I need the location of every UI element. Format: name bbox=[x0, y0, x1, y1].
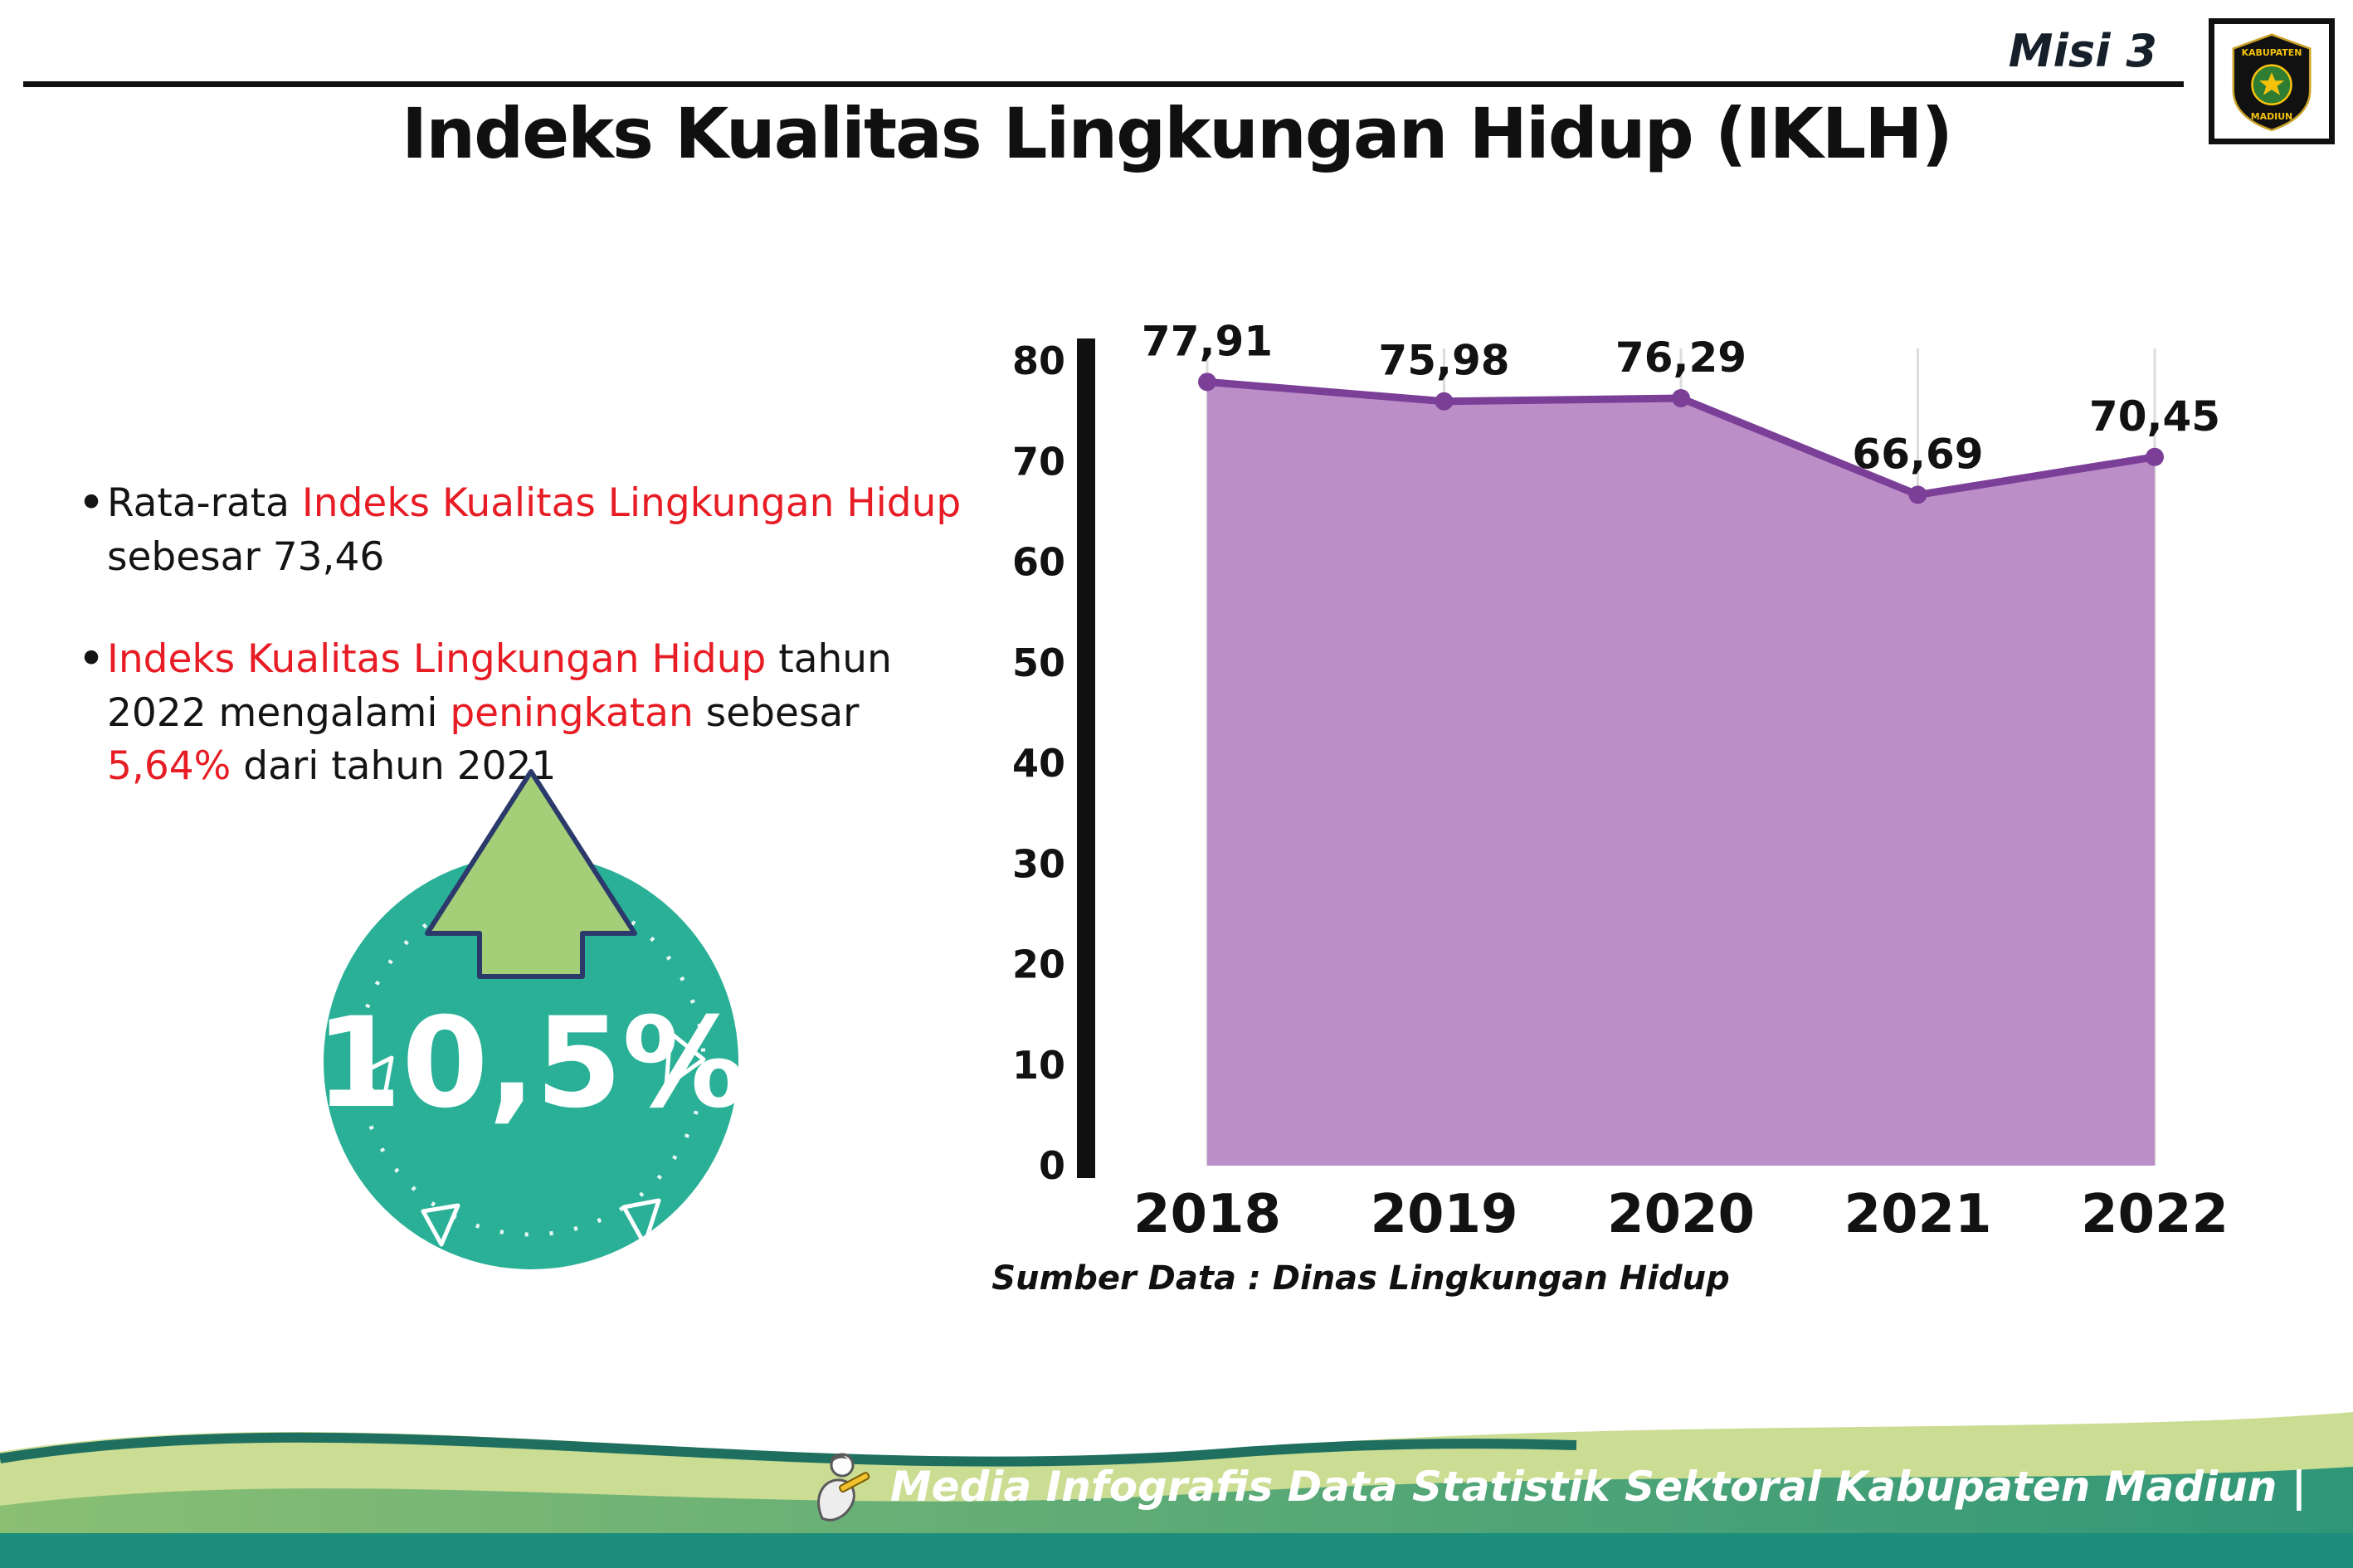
y-tick-label: 30 bbox=[1012, 841, 1065, 886]
data-point bbox=[1672, 388, 1690, 407]
badge-circle bbox=[324, 855, 738, 1269]
misi-label: Misi 3 bbox=[2008, 25, 2157, 77]
up-arrow-icon bbox=[425, 769, 637, 979]
mascot-hair bbox=[830, 1454, 848, 1464]
pencil-icon bbox=[838, 1472, 870, 1493]
text-segment: Rata-rata bbox=[107, 480, 302, 526]
y-tick-label: 40 bbox=[1012, 741, 1065, 786]
area-fill bbox=[1207, 382, 2155, 1166]
footer-credit-row: Media Infografis Data Statistik Sektoral… bbox=[792, 1445, 2307, 1528]
key-points: • Rata-rata Indeks Kualitas Lingkungan H… bbox=[79, 477, 975, 842]
bullet-dot: • bbox=[79, 480, 105, 526]
data-label: 75,98 bbox=[1378, 337, 1509, 385]
y-tick-label: 70 bbox=[1012, 439, 1065, 484]
text-segment-red: Indeks Kualitas Lingkungan Hidup bbox=[301, 480, 962, 526]
bullet-text: Indeks Kualitas Lingkungan Hidup tahun 2… bbox=[107, 633, 975, 795]
triangle-icon bbox=[664, 1030, 706, 1088]
text-segment-red: Indeks Kualitas Lingkungan Hidup bbox=[107, 635, 767, 682]
y-tick-label: 50 bbox=[1012, 640, 1065, 685]
data-point bbox=[1435, 392, 1454, 411]
triangle-icon bbox=[356, 1055, 394, 1106]
data-point bbox=[2146, 447, 2164, 466]
logo-bottom-text: MADIUN bbox=[2251, 111, 2292, 122]
y-tick-label: 20 bbox=[1012, 942, 1065, 987]
x-tick-label: 2019 bbox=[1370, 1184, 1518, 1245]
text-segment: tahun 2022 mengalami bbox=[107, 635, 892, 736]
wave-dark-teal-line bbox=[0, 1432, 1577, 1467]
y-tick-label: 80 bbox=[1012, 338, 1065, 383]
footer-strip bbox=[0, 1533, 2353, 1568]
data-label: 77,91 bbox=[1142, 317, 1273, 365]
text-segment: dari tahun 2021 bbox=[231, 743, 557, 790]
footer-credit: Media Infografis Data Statistik Sektoral… bbox=[889, 1463, 2307, 1511]
page-title: Indeks Kualitas Lingkungan Hidup (IKLH) bbox=[402, 93, 1953, 174]
data-label: 76,29 bbox=[1615, 334, 1746, 382]
footer-waves bbox=[0, 1412, 2353, 1568]
triangle-icon bbox=[421, 1203, 460, 1247]
x-tick-label: 2018 bbox=[1133, 1184, 1281, 1245]
y-tick-label: 0 bbox=[1039, 1143, 1065, 1188]
badge-value: 10,5% bbox=[315, 991, 747, 1136]
source-note: Sumber Data : Dinas Lingkungan Hidup bbox=[991, 1259, 1730, 1298]
increase-badge-graphic: 10,5% bbox=[315, 769, 747, 1269]
data-point bbox=[1198, 373, 1216, 392]
mascot-icon bbox=[817, 1453, 870, 1522]
bullet-increase-2022: • Indeks Kualitas Lingkungan Hidup tahun… bbox=[79, 633, 975, 795]
x-tick-label: 2022 bbox=[2081, 1184, 2229, 1245]
footer: Media Infografis Data Statistik Sektoral… bbox=[0, 1369, 2353, 1568]
logo-crest: KABUPATEN MADIUN bbox=[2232, 33, 2312, 132]
y-tick-label: 10 bbox=[1012, 1043, 1065, 1088]
logo-top-text: KABUPATEN bbox=[2242, 47, 2302, 58]
y-axis bbox=[1077, 338, 1095, 1178]
kabupaten-madiun-logo: KABUPATEN MADIUN bbox=[2209, 18, 2335, 144]
text-segment: sebesar 73,46 bbox=[107, 533, 385, 580]
data-label: 70,45 bbox=[2089, 392, 2220, 441]
triangle-icon bbox=[621, 1198, 661, 1247]
increase-badge: 10,5% bbox=[299, 759, 763, 1290]
iklh-area-chart: 0 10 20 30 40 50 60 70 80 77,91 2018 75,98 2019 76,29… bbox=[1012, 317, 2229, 1245]
x-tick-label: 2021 bbox=[1844, 1184, 1991, 1245]
bullet-text: Rata-rata Indeks Kualitas Lingkungan Hid… bbox=[107, 477, 975, 585]
x-tick-label: 2020 bbox=[1607, 1184, 1755, 1245]
data-label: 66,69 bbox=[1852, 430, 1983, 478]
text-segment-red: 5,64% bbox=[107, 743, 231, 790]
y-tick-label: 60 bbox=[1012, 540, 1065, 585]
data-point bbox=[1908, 485, 1927, 504]
bullet-average-iklh: • Rata-rata Indeks Kualitas Lingkungan H… bbox=[79, 477, 975, 585]
text-segment-red: peningkatan bbox=[450, 689, 694, 736]
bullet-dot: • bbox=[79, 635, 105, 682]
star-icon bbox=[2258, 72, 2285, 95]
text-segment: sebesar bbox=[693, 689, 860, 736]
header-divider bbox=[23, 81, 2184, 87]
